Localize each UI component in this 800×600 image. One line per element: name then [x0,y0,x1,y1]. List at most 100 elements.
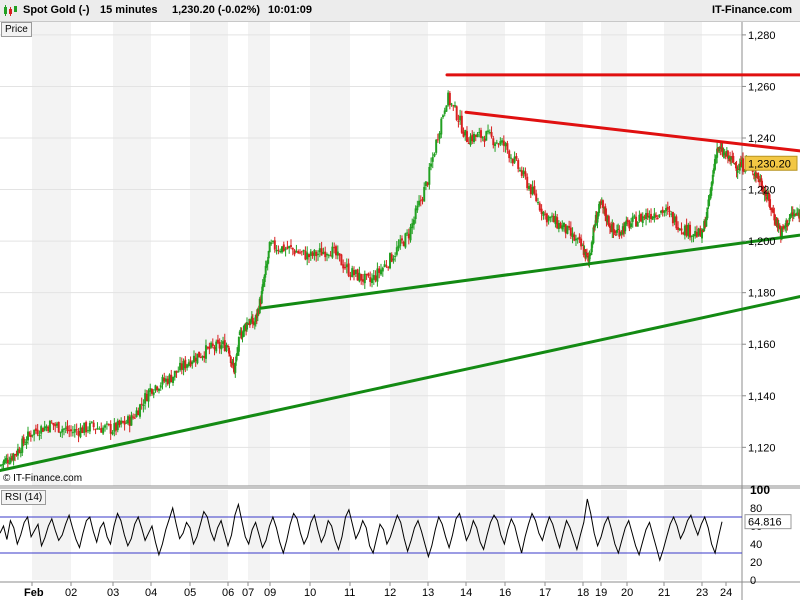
candle-body [111,432,114,435]
candle-body [499,141,502,145]
candle-body [196,353,199,364]
candle-body [733,163,736,165]
candle-body [590,252,593,255]
candle-body [615,229,618,233]
candle-body [786,220,789,227]
candle-body [787,223,790,226]
candle-body [666,206,669,210]
trend-line-resistance-descending [464,110,800,153]
candle-body [132,416,135,418]
candle-body [353,270,355,276]
candle-body [378,268,381,273]
rsi-day-band [32,490,71,580]
rsi-line [0,498,723,562]
clock-time: 10:01:09 [268,4,313,16]
candle-body [574,238,577,241]
candle-body [607,216,610,227]
candle-body [317,253,319,255]
candle-body [385,265,388,267]
candle-body [462,131,465,137]
candle-body [189,360,192,366]
candle-body [94,428,97,430]
rsi-panel-label[interactable]: RSI (14) [1,490,47,505]
candle-body [487,130,490,132]
candle-body [241,336,244,338]
candle-body [363,273,366,284]
candle-body [383,264,386,267]
candle-body [682,232,685,235]
candle-body [472,133,475,142]
candle-body [85,422,88,433]
candle-body [568,225,571,228]
candle-body [798,212,800,219]
candle-body [711,174,714,184]
x-tick-label: 04 [145,587,157,599]
candle-body [380,269,382,275]
candle-body [344,266,346,269]
x-tick-label: 10 [304,587,316,599]
candle-body [340,254,343,266]
candle-body [635,216,638,227]
last-price-badge [744,155,798,171]
candle-body [601,200,604,208]
candle-body [130,415,133,426]
candle-body [309,251,312,256]
candle-body [641,216,644,224]
candle-body [297,250,300,254]
chart-type-icon [4,5,17,16]
candle-body [412,219,415,225]
candle-body [549,217,552,219]
candle-body [0,464,2,466]
candle-body [290,245,292,247]
price-tick-label: 1,260 [748,81,776,93]
candle-body [232,362,235,369]
candle-body [775,218,778,225]
candle-body [376,268,379,282]
candle-body [336,251,339,256]
x-tick-label: 11 [344,587,355,599]
candle-body [559,223,562,229]
candle-body [556,217,559,229]
candle-body [419,200,422,202]
day-band [466,22,505,486]
candle-body [495,142,498,144]
trend-line-support-ascending [259,233,800,310]
candle-body [678,228,681,231]
candle-body [715,156,718,159]
candle-body [596,216,599,223]
candle-body [604,206,607,217]
candle-body [308,254,310,258]
candle-body [21,438,24,453]
rsi-last-label: 64.816 [748,517,782,529]
candle-body [547,216,550,221]
candle-body [92,422,95,428]
candle-body [480,130,483,138]
candle-body [705,217,708,227]
candle-body [740,159,743,168]
candle-body [273,240,276,250]
candle-body [504,142,507,147]
candle-body [172,376,175,383]
candle-body [150,389,153,394]
price-panel-label[interactable]: Price [1,22,32,37]
candle-body [55,423,58,426]
candle-body [778,225,781,230]
candle-body [792,214,795,217]
candle-body [201,356,204,358]
candle-body [22,437,25,444]
candle-body [524,171,527,177]
candle-body [716,148,719,158]
candle-body [342,264,345,269]
x-tick-label: 05 [184,587,196,599]
candle-body [443,110,446,114]
day-band [545,22,583,486]
candle-body [315,251,318,257]
candle-body [450,103,453,105]
candle-body [61,429,64,433]
candle-body [402,241,405,247]
rsi-day-band [390,490,428,580]
candle-body [478,131,481,134]
price-tick-label: 1,160 [748,339,776,351]
candle-body [770,207,773,211]
